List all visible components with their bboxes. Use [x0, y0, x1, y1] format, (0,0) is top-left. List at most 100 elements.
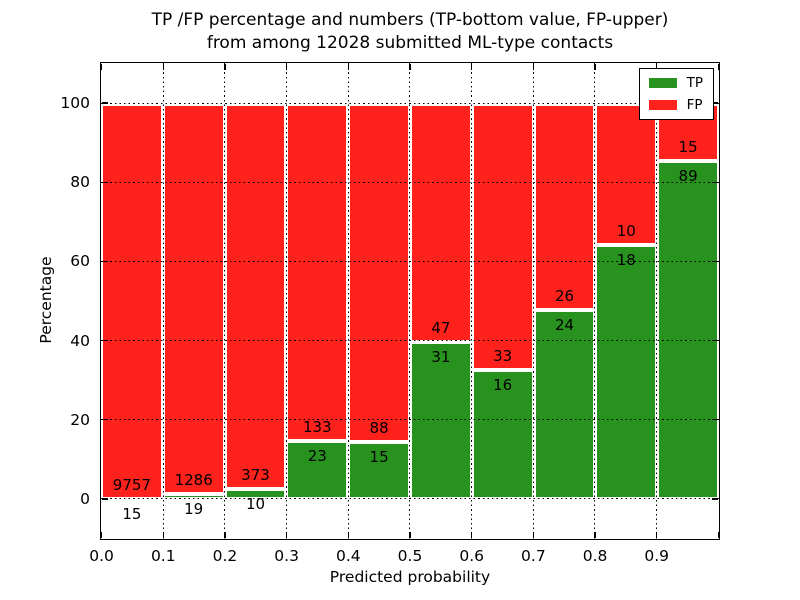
- fp-bar-segment: [471, 103, 534, 371]
- y-tick-label: 20: [70, 410, 90, 429]
- fp-count-label: 15: [678, 137, 698, 156]
- fp-bar-segment: [533, 103, 596, 310]
- x-gridline: [471, 63, 473, 539]
- x-tick-mark: [224, 532, 226, 539]
- y-tick-mark-right: [712, 260, 719, 263]
- fp-count-label: 26: [554, 286, 575, 305]
- fp-bar-segment: [224, 103, 287, 490]
- x-tick-mark-top: [347, 63, 349, 70]
- x-tick-mark: [100, 532, 103, 539]
- fp-count-label: 33: [493, 347, 513, 366]
- x-tick-label: 0.6: [459, 547, 484, 565]
- tp-count-label: 23: [307, 447, 327, 466]
- tp-bar-segment: [657, 160, 719, 500]
- x-tick-mark-top: [100, 63, 103, 70]
- y-gridline: [101, 419, 719, 421]
- fp-bar-segment: [348, 103, 410, 442]
- tp-count-label: 15: [122, 504, 142, 523]
- fp-count-label: 10: [616, 222, 636, 241]
- x-tick-label: 0.7: [521, 547, 546, 565]
- x-tick-label: 0.1: [150, 547, 176, 565]
- x-tick-label: 0.3: [274, 547, 299, 565]
- y-tick-mark-right: [712, 181, 719, 183]
- x-tick-mark-top: [409, 63, 411, 70]
- x-gridline: [532, 63, 534, 539]
- fp-legend-label: FP: [686, 97, 703, 113]
- y-gridline: [101, 261, 719, 263]
- x-tick-mark-top: [470, 63, 473, 70]
- y-tick-mark: [101, 498, 108, 500]
- tp-legend-swatch: [648, 78, 677, 88]
- x-tick-label: 0.2: [212, 547, 238, 565]
- tp-count-label: 10: [245, 495, 266, 514]
- x-tick-label: 0.8: [582, 547, 608, 565]
- x-tick-mark: [717, 532, 720, 539]
- x-tick-label: 0.5: [397, 547, 423, 565]
- x-tick-mark: [532, 532, 535, 539]
- y-gridline: [101, 181, 719, 183]
- x-tick-mark: [470, 532, 473, 539]
- y-tick-mark: [101, 260, 108, 263]
- fp-count-label: 9757: [112, 475, 151, 494]
- x-tick-mark: [162, 532, 164, 539]
- fp-bar-segment: [162, 103, 225, 494]
- x-tick-mark: [656, 532, 658, 539]
- x-tick-mark-top: [532, 63, 535, 70]
- x-gridline: [347, 63, 349, 539]
- x-gridline: [162, 63, 164, 539]
- tp-bar-segment: [224, 489, 287, 500]
- y-tick-mark: [101, 339, 108, 342]
- x-tick-label: 0.0: [89, 547, 114, 565]
- y-tick-label: 80: [70, 173, 90, 192]
- tp-bar-segment: [410, 342, 472, 500]
- x-tick-mark-top: [717, 63, 720, 70]
- x-tick-mark: [594, 532, 596, 539]
- x-tick-label: 0.9: [644, 547, 670, 565]
- tp-legend-label: TP: [686, 75, 703, 91]
- x-gridline: [224, 63, 226, 539]
- x-axis-label: Predicted probability: [329, 568, 491, 586]
- x-tick-mark-top: [224, 63, 226, 70]
- tp-count-label: 24: [554, 315, 575, 334]
- y-tick-label: 0: [80, 489, 90, 508]
- y-tick-mark-right: [712, 419, 719, 421]
- y-tick-label: 60: [70, 252, 90, 271]
- y-gridline: [101, 340, 719, 342]
- x-tick-mark: [347, 532, 349, 539]
- x-tick-mark-top: [285, 63, 288, 70]
- tp-count-label: 89: [678, 166, 698, 185]
- x-tick-mark: [285, 532, 288, 539]
- fp-count-label: 133: [302, 418, 332, 437]
- x-gridline: [409, 63, 411, 539]
- tp-count-label: 19: [184, 499, 204, 518]
- y-gridline: [101, 498, 719, 500]
- fp-bar-segment: [101, 103, 163, 499]
- tp-bar-segment: [471, 370, 534, 500]
- x-tick-mark-top: [656, 63, 658, 70]
- tp-count-label: 16: [493, 376, 513, 395]
- fp-count-label: 373: [241, 466, 270, 485]
- y-tick-mark-right: [712, 339, 719, 342]
- x-gridline: [286, 63, 288, 539]
- tp-bar-segment: [286, 441, 349, 500]
- fp-count-label: 47: [431, 319, 451, 338]
- fp-bar-segment: [286, 103, 349, 442]
- chart-title-line2: from among 12028 submitted ML-type conta…: [206, 33, 614, 53]
- y-tick-mark-right: [712, 102, 719, 104]
- fp-count-label: 1286: [174, 470, 213, 489]
- fp-bar-segment: [410, 103, 472, 343]
- y-tick-mark-right: [712, 498, 719, 500]
- x-tick-mark-top: [594, 63, 596, 70]
- tp-count-label: 15: [369, 447, 389, 466]
- y-tick-label: 100: [60, 94, 90, 113]
- x-tick-label: 0.4: [335, 547, 361, 565]
- plot-area: TP FP 9757 15 1286 19 373 10 133 23 88 15 47 31 33 16…: [100, 62, 720, 540]
- chart-title: TP /FP percentage and numbers (TP-bottom…: [100, 9, 720, 55]
- y-tick-mark: [101, 181, 108, 183]
- y-tick-mark: [101, 102, 108, 104]
- tp-count-label: 18: [616, 251, 636, 270]
- chart-title-line1: TP /FP percentage and numbers (TP-bottom…: [151, 10, 669, 30]
- tp-bar-segment: [533, 309, 596, 500]
- legend-item-tp: TP: [648, 75, 703, 91]
